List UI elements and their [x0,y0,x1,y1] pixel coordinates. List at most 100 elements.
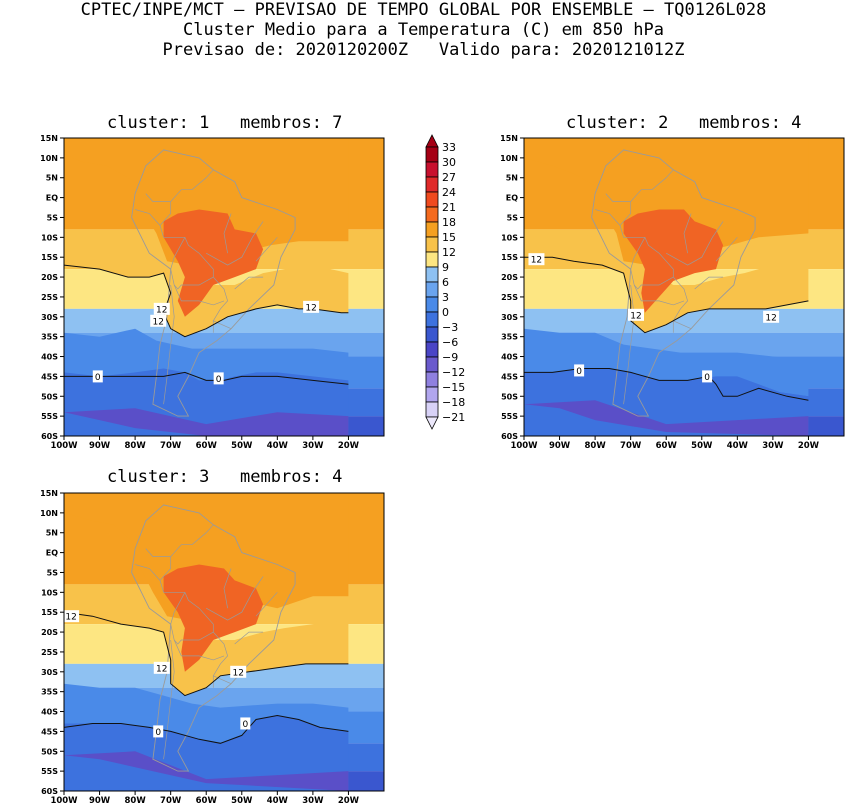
lon-label: 50W [691,441,713,451]
border-line-8 [206,221,264,266]
lat-label: 15S [41,253,58,262]
border-line-10 [683,213,692,254]
lat-label: 40S [501,353,518,362]
temperature-colorbar: 33 30 27 24 21 18 15 12 9 6 3 0 −3 −6 −9 −12 −15 −18 −21 [420,133,480,447]
colorbar-swatch [425,386,439,403]
colorbar-swatch [425,191,439,208]
lon-label: 100W [510,441,538,451]
lat-label: 35S [501,333,518,342]
map-panel-cluster-2: 12 12 12 0 0 15N 10N 5N EQ 5S 10S 15S 20S 25S 30S 35S 40… [490,133,847,453]
lon-label: 20W [338,441,360,451]
lon-label: 50W [231,441,253,451]
contour-label-bg [213,372,224,385]
colorbar-level-label: −3 [442,321,458,334]
border-line-5 [630,237,646,270]
isotherm-12-line [64,611,349,697]
border-line-11 [255,592,278,617]
border-line-3 [145,548,171,557]
lat-label: 15N [40,489,58,498]
lat-label: 10N [40,509,58,518]
contour-label-bg [150,314,167,327]
lat-label: 20S [41,628,58,637]
polar-region [524,400,809,436]
contour-label: 12 [156,664,167,674]
border-line-10 [223,568,232,609]
border-line-5 [170,592,186,625]
border-line-2 [173,639,225,661]
lat-label: 50S [501,392,518,401]
lon-label: 90W [89,796,111,806]
lon-label: 70W [620,441,642,451]
lon-label: 60W [656,441,678,451]
border-line-1 [170,269,214,290]
lon-label: 20W [338,796,360,806]
border-line-7 [623,284,635,405]
lat-label: 10S [41,233,58,242]
lon-label: 80W [125,441,147,451]
border-line-5 [170,237,186,270]
colorbar-swatch [425,161,439,178]
isotherm-0-line [64,714,349,744]
lat-label: 25S [41,293,58,302]
lat-label: 5N [46,174,58,183]
lat-label: 15N [500,134,518,143]
colorbar-swatch [425,236,439,253]
contour-label: 0 [155,728,161,738]
colorbar-swatch [425,371,439,388]
lat-label: EQ [46,194,58,203]
lat-label: 5S [507,213,519,222]
isotherm-18-region [64,493,349,621]
lat-label: 60S [501,432,518,441]
lon-label: 70W [160,441,182,451]
coastline [131,504,296,772]
contour-label-bg [92,370,103,383]
colorbar-level-label: 9 [442,261,449,274]
lat-label: 55S [41,767,58,776]
polar-region [64,408,349,436]
border-line-11 [715,237,738,262]
lon-label: 90W [89,441,111,451]
border-line-3 [145,193,171,202]
lat-label: 45S [41,727,58,736]
contour-label: 0 [242,720,248,730]
colorbar-level-label: 33 [442,141,456,154]
lat-label: 5N [46,529,58,538]
contour-label-bg [528,253,545,266]
lat-label: 15S [501,253,518,262]
border-line-0 [159,169,232,330]
lon-label: 100W [50,441,78,451]
colorbar-swatch [425,311,439,328]
map-panel-cluster-3: 12 12 12 0 0 15N 10N 5N EQ 5S 10S 15S 20S 25S 30S 35S 40… [30,488,388,808]
contour-label: 12 [305,303,316,313]
border-line-0 [159,524,232,685]
lon-label: 50W [231,796,253,806]
header-title-line2: Cluster Medio para a Temperatura (C) em … [182,20,665,40]
border-line-10 [223,213,232,254]
lat-label: 25S [501,293,518,302]
lon-label: 20W [798,441,820,451]
colorbar-level-label: 30 [442,156,456,169]
coastline [131,149,296,417]
border-line-8 [206,576,264,621]
colorbar-swatch [425,251,439,268]
colorbar-bottom-arrow [425,416,439,430]
contour-label: 12 [65,613,76,623]
contour-label-bg [574,364,585,377]
lon-label: 70W [160,796,182,806]
contour-label-bg [63,610,80,623]
map-svg-2: 12 12 12 0 0 15N 10N 5N EQ 5S 10S 15S 20S 25S 30S 35S 40… [500,134,845,451]
contour-label: 12 [156,305,167,315]
map-svg-3: 12 12 12 0 0 15N 10N 5N EQ 5S 10S 15S 20S 25S 30S 35S 40… [40,489,385,806]
contour-label-bg [628,308,644,321]
cold-region [524,328,809,397]
coastline [591,149,756,417]
border-line-9 [234,276,264,290]
contour-label-bg [153,661,170,674]
isotherm-0-line [524,368,809,401]
isotherm-18-region [64,138,349,266]
lat-label: 45S [501,372,518,381]
lat-label: 60S [41,432,58,441]
contour-label: 0 [95,373,101,383]
lat-label: 15N [40,134,58,143]
contour-label: 12 [531,256,542,266]
